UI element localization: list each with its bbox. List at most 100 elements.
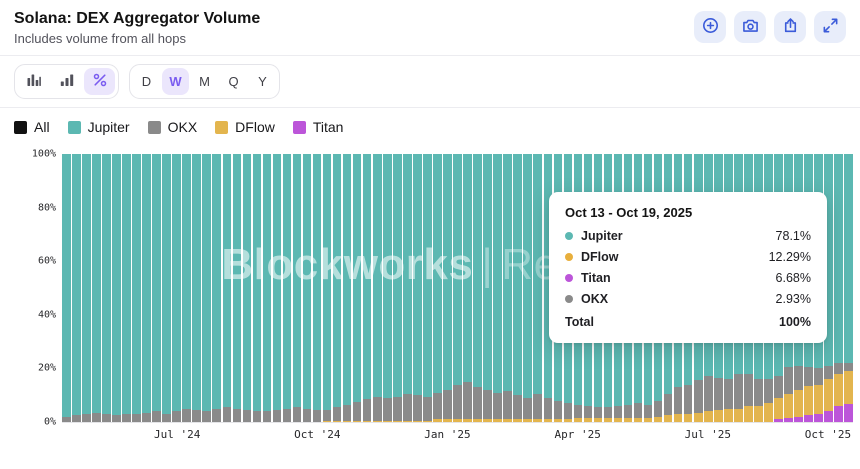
bar[interactable]	[383, 154, 392, 422]
period-button-y[interactable]: Y	[249, 68, 276, 95]
bar-segment-okx	[62, 416, 71, 422]
y-tick: 100%	[31, 148, 56, 160]
chart-type-group	[14, 64, 119, 99]
bar[interactable]	[332, 154, 342, 422]
period-button-w[interactable]: W	[162, 68, 189, 95]
bar[interactable]	[362, 154, 372, 422]
bar[interactable]	[102, 154, 111, 422]
period-button-d[interactable]: D	[133, 68, 160, 95]
bar[interactable]	[192, 154, 201, 422]
bar[interactable]	[473, 154, 482, 422]
bar[interactable]	[403, 154, 412, 422]
bar[interactable]	[292, 154, 302, 422]
bar-segment-dflow	[443, 419, 452, 422]
chart-type-bar-button[interactable]	[18, 68, 49, 95]
bar-segment-okx	[784, 367, 793, 394]
bar[interactable]	[443, 154, 452, 422]
bar[interactable]	[453, 154, 462, 422]
legend-label: DFlow	[235, 119, 275, 135]
bar-segment-okx	[413, 395, 422, 421]
period-button-m[interactable]: M	[191, 68, 218, 95]
bar-segment-jupiter	[543, 154, 553, 398]
bar[interactable]	[282, 154, 292, 422]
bar-segment-jupiter	[112, 154, 121, 416]
bar[interactable]	[463, 154, 472, 422]
bar[interactable]	[212, 154, 221, 422]
legend-item-jupiter[interactable]: Jupiter	[67, 119, 130, 135]
bar-segment-titan	[844, 404, 853, 422]
bar[interactable]	[483, 154, 492, 422]
bar-segment-okx	[693, 380, 703, 413]
chart-type-column-button[interactable]	[51, 68, 82, 95]
bar[interactable]	[844, 154, 853, 422]
bar[interactable]	[142, 154, 151, 422]
bar[interactable]	[72, 154, 81, 422]
legend-item-titan[interactable]: Titan	[292, 119, 343, 135]
bar[interactable]	[232, 154, 242, 422]
bar[interactable]	[132, 154, 141, 422]
bar[interactable]	[513, 154, 522, 422]
bar-segment-jupiter	[102, 154, 111, 414]
bar[interactable]	[302, 154, 312, 422]
bar[interactable]	[423, 154, 432, 422]
bar[interactable]	[543, 154, 553, 422]
bar[interactable]	[92, 154, 101, 422]
bar-segment-okx	[262, 411, 272, 422]
bar[interactable]	[393, 154, 402, 422]
bar[interactable]	[433, 154, 442, 422]
bar-segment-dflow	[663, 415, 673, 422]
bar[interactable]	[493, 154, 502, 422]
bar[interactable]	[162, 154, 171, 422]
expand-button[interactable]	[814, 11, 846, 43]
bar[interactable]	[242, 154, 252, 422]
bar-segment-okx	[252, 411, 262, 422]
bar[interactable]	[824, 154, 833, 422]
bar-segment-okx	[92, 412, 101, 422]
legend-label: OKX	[167, 119, 198, 135]
bar[interactable]	[202, 154, 211, 422]
bar[interactable]	[272, 154, 282, 422]
bar[interactable]	[262, 154, 272, 422]
bar[interactable]	[503, 154, 512, 422]
bar[interactable]	[312, 154, 322, 422]
bar[interactable]	[372, 154, 382, 422]
bar[interactable]	[62, 154, 71, 422]
page-title: Solana: DEX Aggregator Volume	[14, 10, 261, 27]
bar-segment-okx	[152, 411, 161, 422]
bar-segment-jupiter	[383, 154, 392, 398]
screenshot-button[interactable]	[734, 11, 766, 43]
bar[interactable]	[342, 154, 352, 422]
bar[interactable]	[172, 154, 181, 422]
bar-segment-jupiter	[423, 154, 432, 397]
bar-segment-jupiter	[362, 154, 372, 400]
bar[interactable]	[82, 154, 91, 422]
bar-segment-okx	[192, 409, 201, 422]
tooltip: Oct 13 - Oct 19, 2025 Jupiter 78.1% DFlo…	[549, 192, 827, 343]
bar[interactable]	[352, 154, 362, 422]
zoom-in-button[interactable]	[694, 11, 726, 43]
bar-segment-jupiter	[332, 154, 342, 408]
bar[interactable]	[222, 154, 232, 422]
bar[interactable]	[533, 154, 542, 422]
bar[interactable]	[413, 154, 422, 422]
bar[interactable]	[322, 154, 332, 422]
bar-segment-dflow	[483, 419, 492, 422]
legend-item-okx[interactable]: OKX	[147, 119, 198, 135]
chart-type-percent-button[interactable]	[84, 68, 115, 95]
bar[interactable]	[182, 154, 191, 422]
bar-segment-okx	[613, 405, 623, 418]
bar[interactable]	[122, 154, 131, 422]
bar[interactable]	[523, 154, 532, 422]
bar[interactable]	[112, 154, 121, 422]
bar[interactable]	[252, 154, 262, 422]
legend-item-all[interactable]: All	[14, 119, 50, 135]
bar-segment-jupiter	[292, 154, 302, 408]
share-button[interactable]	[774, 11, 806, 43]
bar-segment-okx	[704, 376, 713, 412]
bar[interactable]	[834, 154, 843, 422]
period-button-q[interactable]: Q	[220, 68, 247, 95]
bar[interactable]	[152, 154, 161, 422]
legend-item-dflow[interactable]: DFlow	[215, 119, 275, 135]
bar-segment-jupiter	[342, 154, 352, 405]
bar-segment-okx	[342, 404, 352, 421]
